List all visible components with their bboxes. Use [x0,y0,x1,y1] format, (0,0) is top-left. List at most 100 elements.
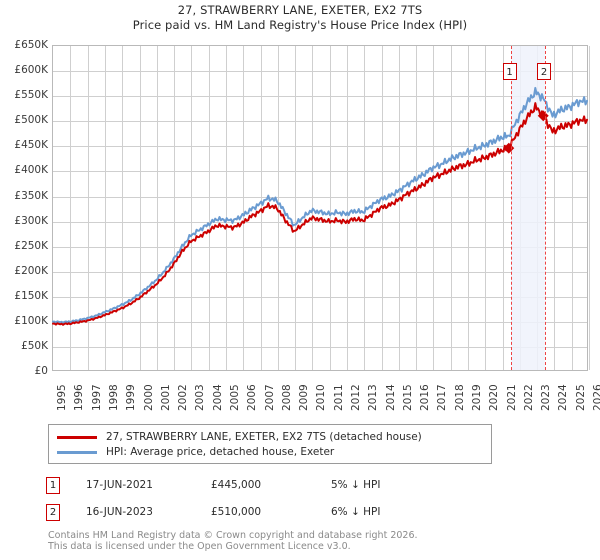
x-axis-tick-label: 1999 [125,384,138,411]
x-axis-tick-label: 2020 [488,384,501,411]
legend-item: 27, STRAWBERRY LANE, EXETER, EX2 7TS (de… [57,430,483,444]
legend-label-price-paid: 27, STRAWBERRY LANE, EXETER, EX2 7TS (de… [106,431,422,443]
marker-callout-2[interactable]: 2 [537,63,552,80]
gridline-vertical [277,46,279,370]
y-axis-tick-label: £550K [14,89,48,102]
gridline-vertical [191,46,193,370]
x-axis-tick-label: 2014 [384,384,397,411]
gridline-horizontal [53,321,587,323]
x-axis-tick-label: 2009 [298,384,311,411]
gridline-horizontal [53,121,587,123]
x-axis-tick-label: 2011 [332,384,345,411]
gridline-horizontal [53,246,587,248]
x-axis-tick-label: 2017 [436,384,449,411]
x-axis-tick-label: 2004 [211,384,224,411]
transaction-price: £510,000 [211,506,262,518]
series-line [52,102,588,326]
gridline-vertical [502,46,504,370]
marker-guideline [545,46,547,370]
gridline-horizontal [53,196,587,198]
legend-item: HPI: Average price, detached house, Exet… [57,445,483,459]
x-axis-tick-label: 2013 [367,384,380,411]
x-axis-tick-label: 2023 [540,384,553,411]
gridline-vertical [156,46,158,370]
x-axis-tick-label: 2015 [401,384,414,411]
footer-copyright: Contains HM Land Registry data © Crown c… [48,530,418,541]
x-axis-tick-label: 2016 [419,384,432,411]
marker-guideline [510,46,512,370]
chart-titles: 27, STRAWBERRY LANE, EXETER, EX2 7TS Pri… [0,3,600,33]
x-axis-tick-label: 2010 [315,384,328,411]
footer: Contains HM Land Registry data © Crown c… [48,530,568,552]
gridline-horizontal [53,296,587,298]
y-axis-tick-label: £250K [14,239,48,252]
transaction-date: 16-JUN-2023 [86,506,153,518]
x-axis-tick-label: 1996 [73,384,86,411]
gridline-vertical [346,46,348,370]
gridline-vertical [139,46,141,370]
gridline-vertical [208,46,210,370]
series-line [52,86,588,324]
gridline-horizontal [53,221,587,223]
x-axis: 1995 1996 1997 1998 1999 2000 2001 2002 2003 2004… [52,373,600,413]
transaction-index-badge: 1 [46,476,60,494]
marker-callout-1[interactable]: 1 [502,63,517,80]
gridline-vertical [243,46,245,370]
chart-subtitle: Price paid vs. HM Land Registry's House … [132,18,468,32]
x-axis-tick-label: 2003 [194,384,207,411]
y-axis-tick-label: £200K [14,264,48,277]
x-axis-tick-label: 1998 [107,384,120,411]
transaction-hpi-delta: 6% ↓ HPI [331,506,381,518]
x-axis-tick-label: 2019 [471,384,483,411]
x-axis-tick-label: 2000 [142,384,155,411]
gridline-vertical [70,46,72,370]
y-axis-tick-label: £400K [14,164,48,177]
gridline-vertical [416,46,418,370]
y-axis-tick-label: £150K [14,289,48,302]
y-axis-tick-label: £450K [14,139,48,152]
x-axis-tick-label: 2002 [177,384,189,411]
x-axis-tick-label: 2018 [453,384,466,411]
y-axis-tick-label: £0 [34,365,48,377]
gridline-vertical [364,46,366,370]
transaction-row: 1 17-JUN-2021 £445,000 5% ↓ HPI [46,476,446,494]
x-axis-tick-label: 2007 [263,384,276,411]
gridline-vertical [295,46,297,370]
transaction-index-badge: 2 [46,503,60,521]
gridline-vertical [398,46,400,370]
y-axis: £0 £50K £100K £150K £200K £250K £300K £350K £400… [0,39,48,377]
y-axis-tick-label: £100K [14,314,48,327]
y-axis-tick-label: £650K [14,39,48,51]
gridline-vertical [225,46,227,370]
gridline-horizontal [53,146,587,148]
gridline-vertical [329,46,331,370]
y-axis-tick-label: £600K [14,64,48,77]
y-axis-tick-label: £300K [14,214,48,227]
gridline-horizontal [53,96,587,98]
gridline-vertical [554,46,556,370]
gridline-vertical [87,46,89,370]
gridline-vertical [468,46,469,370]
x-axis-tick-label: 1995 [56,384,68,411]
transaction-marker[interactable] [503,142,515,154]
gridline-horizontal [53,171,587,173]
x-axis-tick-label: 2026 [592,384,600,411]
transaction-date: 17-JUN-2021 [86,479,153,491]
y-axis-tick-label: £500K [14,114,48,127]
gridline-vertical [174,46,175,370]
footer-licence: This data is licensed under the Open Gov… [48,541,351,552]
gridline-vertical [589,46,590,370]
legend-swatch-hpi [57,450,97,454]
legend-swatch-price-paid [57,435,97,439]
x-axis-tick-label: 2024 [557,384,570,411]
gridline-vertical [122,46,124,370]
x-axis-tick-label: 2001 [159,384,172,411]
y-axis-tick-label: £350K [14,189,48,202]
x-axis-tick-label: 2005 [228,384,241,411]
x-axis-tick-label: 2006 [246,384,259,411]
transaction-row: 2 16-JUN-2023 £510,000 6% ↓ HPI [46,503,446,521]
plot-area [52,45,590,371]
transaction-marker[interactable] [537,110,549,122]
x-axis-tick-label: 2025 [574,384,587,411]
